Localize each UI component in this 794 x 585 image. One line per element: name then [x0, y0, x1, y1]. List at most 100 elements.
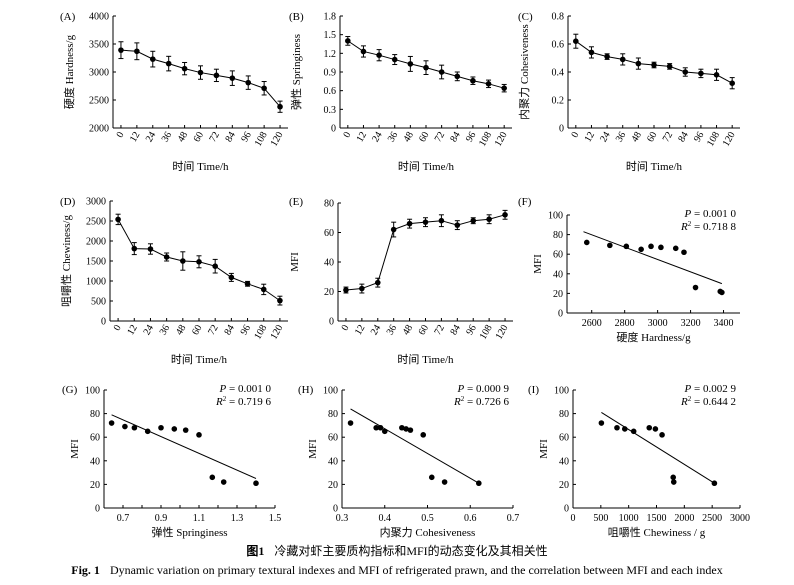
y-tick-label: 1000 — [86, 277, 106, 288]
y-tick-label: 40 — [324, 258, 334, 269]
x-tick-label: 12 — [128, 130, 143, 144]
caption-english-text: Dynamic variation on primary textural in… — [109, 563, 723, 577]
data-point — [253, 480, 259, 487]
panel-label: (D) — [60, 196, 76, 208]
x-tick-label: 1000 — [619, 513, 639, 524]
p-value-annotation: P = 0.002 9 — [684, 383, 737, 395]
data-point — [619, 56, 626, 63]
data-point — [144, 428, 151, 435]
x-axis-title: 时间 Time/h — [397, 353, 454, 366]
x-tick-label: 108 — [477, 130, 494, 148]
x-tick-label: 84 — [676, 130, 691, 144]
x-tick-label: 500 — [593, 513, 608, 524]
data-point — [454, 73, 461, 80]
y-axis-title: MFI — [307, 439, 319, 459]
y-tick-label: 0 — [329, 317, 334, 328]
data-point — [651, 62, 657, 68]
panel-label: (F) — [518, 196, 532, 208]
y-tick-label: 40 — [328, 456, 338, 467]
data-point — [670, 479, 677, 485]
x-tick-label: 60 — [417, 130, 432, 144]
data-point — [180, 258, 186, 264]
data-point — [666, 63, 673, 70]
x-tick-label: 24 — [144, 130, 159, 144]
data-point — [345, 38, 351, 44]
panel-label: (H) — [298, 384, 314, 396]
x-tick-label: 108 — [478, 323, 495, 341]
data-point — [376, 52, 382, 58]
y-tick-label: 80 — [553, 230, 563, 241]
data-point — [277, 297, 283, 304]
data-point — [420, 432, 427, 438]
data-point — [343, 287, 349, 293]
x-tick-label: 108 — [253, 130, 270, 148]
x-axis-title: 咀嚼性 Chewiness / g — [608, 525, 706, 539]
y-tick-label: 3500 — [89, 40, 109, 51]
y-axis-title: 弹性 Springiness — [289, 34, 303, 110]
p-value-annotation: P = 0.000 9 — [457, 383, 510, 395]
x-tick-label: 48 — [176, 130, 191, 144]
data-point — [374, 279, 381, 286]
x-tick-label: 36 — [386, 130, 401, 144]
y-tick-label: 0 — [331, 124, 336, 135]
caption-chinese: 图1 冷藏对虾主要质构指标和MFI的动态变化及其相关性 — [0, 542, 794, 559]
data-point — [598, 420, 605, 426]
x-tick-label: 84 — [448, 323, 463, 337]
x-tick-label: 84 — [223, 130, 238, 144]
y-axis-title: MFI — [289, 252, 301, 272]
y-tick-label: 20 — [328, 480, 338, 491]
x-tick-label: 120 — [721, 130, 738, 148]
data-point — [131, 424, 138, 431]
r-squared-annotation: R2 = 0.644 2 — [680, 395, 736, 408]
x-tick-label: 36 — [385, 323, 400, 337]
data-point — [381, 428, 388, 435]
x-tick-label: 120 — [493, 130, 510, 148]
y-tick-label: 0.6 — [552, 40, 565, 51]
data-point — [391, 56, 398, 63]
x-tick-label: 1500 — [647, 513, 667, 524]
y-tick-label: 20 — [324, 287, 334, 298]
data-point — [108, 420, 115, 426]
x-tick-label: 108 — [705, 130, 722, 148]
regression-line — [583, 231, 723, 285]
x-tick-label: 48 — [629, 130, 644, 144]
y-tick-label: 40 — [90, 456, 100, 467]
data-point — [182, 427, 189, 433]
x-tick-label: 108 — [252, 323, 269, 341]
x-axis-title: 时间 Time/h — [626, 160, 683, 173]
y-tick-label: 0 — [101, 317, 106, 328]
panel-label: (A) — [60, 11, 76, 23]
y-tick-label: 60 — [328, 433, 338, 444]
x-tick-label: 12 — [125, 323, 140, 337]
y-tick-label: 80 — [559, 409, 569, 420]
data-point — [171, 426, 178, 432]
data-point — [614, 424, 620, 431]
x-tick-label: 2000 — [674, 513, 694, 524]
x-tick-label: 60 — [192, 130, 207, 144]
y-axis-title: 硬度 Hardness/g — [62, 34, 76, 109]
data-point — [713, 72, 720, 78]
y-tick-label: 20 — [553, 289, 563, 300]
y-tick-label: 80 — [90, 409, 100, 420]
data-point — [228, 274, 235, 281]
caption-english-number: Fig. 1 — [71, 563, 100, 577]
data-point — [607, 242, 613, 249]
x-axis-title: 硬度 Hardness/g — [616, 330, 691, 344]
x-tick-label: 36 — [614, 130, 629, 144]
data-point — [698, 70, 704, 77]
data-point — [181, 65, 188, 72]
r-squared-annotation: R2 = 0.719 6 — [215, 395, 271, 408]
data-point — [470, 77, 476, 84]
panel-label: (E) — [289, 196, 303, 208]
data-point — [229, 75, 236, 81]
data-point — [658, 244, 664, 251]
data-point — [347, 420, 354, 426]
data-point — [197, 69, 204, 76]
x-tick-label: 0 — [569, 130, 581, 140]
regression-line — [350, 408, 480, 484]
x-tick-label: 0.7 — [117, 513, 130, 524]
x-tick-label: 3200 — [681, 318, 701, 329]
y-axis-title: MFI — [538, 439, 550, 459]
data-point — [486, 216, 492, 223]
caption-chinese-number: 图1 — [246, 544, 265, 558]
